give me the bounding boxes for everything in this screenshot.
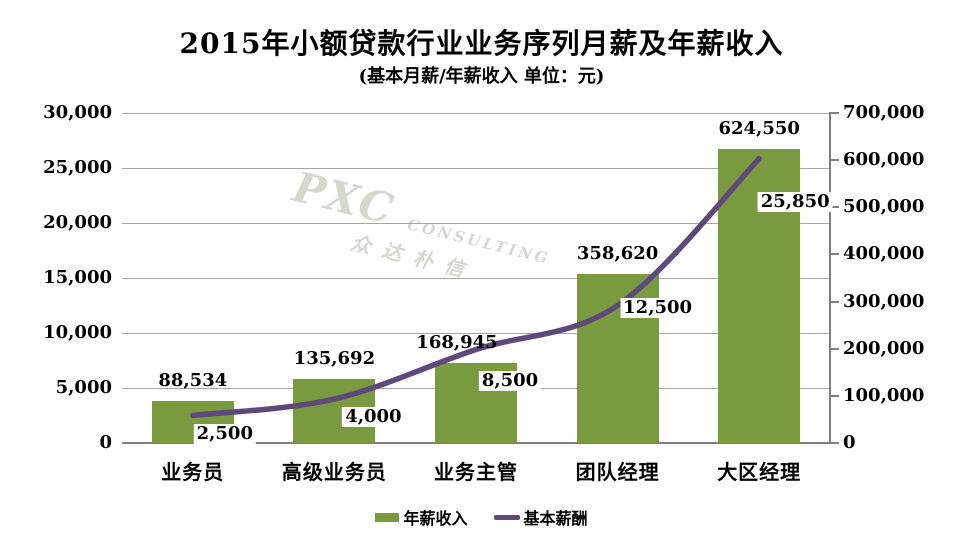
line-point-value-label: 25,850 [757, 191, 833, 212]
legend-bar-label: 年薪收入 [403, 509, 468, 528]
left-axis-tick-label: 25,000 [43, 157, 112, 178]
legend-item-base-salary: 基本薪酬 [493, 505, 588, 529]
right-axis-tick-label: 400,000 [843, 243, 925, 265]
right-axis-tick [829, 159, 839, 162]
x-axis-category-label: 业务主管 [434, 460, 518, 484]
right-axis-tick-label: 500,000 [843, 196, 925, 218]
legend-item-annual-income: 年薪收入 [375, 505, 468, 529]
right-axis-tick [829, 206, 839, 209]
bar-value-label: 358,620 [576, 242, 659, 264]
left-axis-tick-label: 30,000 [43, 102, 112, 123]
right-axis-tick-label: 200,000 [843, 337, 925, 359]
gridline [122, 113, 830, 114]
left-axis-tick-label: 5,000 [55, 377, 112, 398]
x-axis-category-label: 业务员 [161, 460, 225, 484]
chart-title: 2015年小额贷款行业业务序列月薪及年薪收入 [179, 27, 784, 60]
line-point-value-label: 2,500 [193, 423, 256, 444]
right-axis-tick [829, 112, 839, 114]
right-axis-tick-label: 600,000 [843, 149, 925, 171]
right-axis-tick [829, 394, 839, 397]
line-path [190, 155, 762, 419]
line-point-value-label: 12,500 [620, 297, 696, 318]
left-axis-tick-label: 10,000 [43, 322, 112, 343]
gridline [122, 223, 830, 224]
bar-value-label: 168,945 [416, 332, 498, 354]
line-series [190, 155, 762, 419]
gridline [122, 278, 830, 279]
chart-subtitle: (基本月薪/年薪收入 单位：元) [358, 66, 605, 87]
legend-line-label: 基本薪酬 [523, 509, 588, 528]
legend: 年薪收入 基本薪酬 [0, 505, 963, 529]
x-axis-category-label: 高级业务员 [281, 460, 387, 484]
right-axis-tick [829, 347, 839, 350]
x-axis-category-label: 团队经理 [575, 460, 660, 484]
gridline [122, 168, 830, 169]
right-axis-tick-label: 300,000 [843, 290, 925, 312]
legend-line-swatch-icon [493, 514, 520, 520]
bar-value-label: 624,550 [718, 117, 800, 139]
bar-value-label: 88,534 [158, 370, 228, 392]
x-axis-category-label: 大区经理 [717, 460, 802, 484]
right-axis-tick-label: 0 [843, 432, 856, 453]
left-axis-tick-label: 20,000 [43, 212, 112, 233]
x-axis-line [122, 442, 830, 444]
right-axis-tick-label: 700,000 [843, 102, 925, 123]
right-axis-tick-label: 100,000 [843, 384, 925, 406]
plot-area: 88,534 135,692 168,945 358,620 624,550 2,500 4… [122, 112, 839, 444]
right-axis-tick [829, 300, 839, 303]
gridline [122, 333, 830, 334]
left-axis-tick-label: 15,000 [43, 267, 112, 288]
legend-bar-swatch-icon [375, 512, 400, 522]
line-point-value-label: 4,000 [342, 407, 405, 427]
right-axis-tick [829, 442, 839, 444]
right-axis-line [829, 113, 831, 444]
line-point-value-label: 8,500 [478, 370, 542, 391]
bar-value-label: 135,692 [293, 348, 376, 370]
right-axis-tick [829, 253, 839, 256]
left-axis-tick-label: 0 [99, 432, 112, 453]
